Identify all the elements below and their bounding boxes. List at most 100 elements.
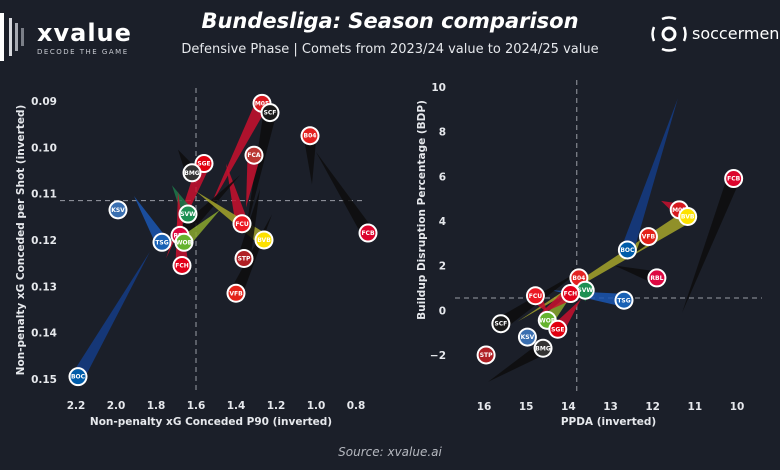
team-badge-label: WOB xyxy=(539,317,556,324)
team-badge-label: BOC xyxy=(71,374,86,381)
y-tick-label: 2 xyxy=(439,261,446,273)
team-badge-union: FCU xyxy=(525,286,545,306)
team-badge-hoffenheim: TSG xyxy=(614,290,634,310)
team-badge-label: FCB xyxy=(727,176,741,183)
team-badge-label: VFB xyxy=(229,290,243,297)
y-tick-label: 0 xyxy=(439,305,446,317)
team-badge-label: STP xyxy=(480,352,493,359)
team-badge-stpauli: STP xyxy=(234,249,254,269)
team-badge-gladbach: BMG xyxy=(182,163,202,183)
team-badge-label: TSG xyxy=(155,239,168,246)
comet-tail-augsburg xyxy=(246,154,261,208)
x-axis-label: PPDA (inverted) xyxy=(561,416,656,428)
y-axis-label: Non-penalty xG Conceded per Shot (invert… xyxy=(15,105,27,376)
right-chart-ppda: 16 15 14 13 12 11 10 10 8 6 4 2 0 −2 PPDA (inverted) Bu… xyxy=(416,80,762,428)
team-badge-label: BMG xyxy=(184,170,200,177)
chart-title: Bundesliga: Season comparison xyxy=(201,9,579,33)
comet-tail-union xyxy=(226,163,249,226)
x-tick-label: 12 xyxy=(645,401,660,413)
team-badge-label: B04 xyxy=(572,275,585,282)
team-badge-label: VFB xyxy=(642,234,656,241)
soccermen-brand-name: soccermen xyxy=(692,24,780,43)
team-badge-stpauli: STP xyxy=(476,345,496,365)
team-badge-label: FCH xyxy=(175,262,189,269)
x-tick-label: 14 xyxy=(561,401,576,413)
team-badge-label: KSV xyxy=(521,334,535,341)
comet-tail-bochum xyxy=(72,251,150,380)
y-tick-label: −2 xyxy=(430,350,446,362)
team-badge-dortmund: BVB xyxy=(678,207,698,227)
y-tick-label: 0.14 xyxy=(31,328,57,340)
team-badge-frankfurt: SGE xyxy=(548,319,568,339)
x-tick-label: 2.0 xyxy=(107,400,126,412)
team-badge-stuttgart: VFB xyxy=(226,283,246,303)
team-badge-label: SVW xyxy=(180,211,196,218)
team-badge-augsburg: FCA xyxy=(244,145,264,165)
team-badge-label: BVB xyxy=(257,237,271,244)
team-badge-label: BVB xyxy=(681,214,695,221)
team-badge-label: FCB xyxy=(361,230,375,237)
comet-tail-leipzig xyxy=(175,175,240,240)
team-badge-stuttgart: VFB xyxy=(638,227,658,247)
team-badge-heidenheim: FCH xyxy=(172,255,192,275)
y-tick-label: 4 xyxy=(439,216,446,228)
team-badge-wolfsburg: WOB xyxy=(174,232,194,252)
team-badge-label: FCA xyxy=(247,152,261,159)
team-badge-label: STP xyxy=(238,256,251,263)
team-badge-bremen: SVW xyxy=(575,280,595,300)
team-badge-union: FCU xyxy=(232,214,252,234)
team-badge-label: KSV xyxy=(111,207,125,214)
team-badge-bayern: FCB xyxy=(724,169,744,189)
team-badge-label: SGE xyxy=(197,161,210,168)
brand-tagline: DECODE THE GAME xyxy=(37,48,129,56)
team-badge-label: RBL xyxy=(650,275,663,282)
brand-name: xvalue xyxy=(37,19,132,47)
x-tick-label: 1.2 xyxy=(267,400,286,412)
y-tick-label: 6 xyxy=(439,171,446,183)
comet-tail-leverkusen xyxy=(303,135,317,185)
team-badge-label: SVW xyxy=(577,287,593,294)
x-tick-label: 1.0 xyxy=(307,400,326,412)
team-badge-label: M05 xyxy=(672,207,686,214)
y-tick-label: 0.10 xyxy=(31,142,57,154)
team-badge-label: WOB xyxy=(176,239,193,246)
team-badge-label: SGE xyxy=(551,326,564,333)
x-tick-label: 1.6 xyxy=(187,400,206,412)
x-axis-label: Non-penalty xG Conceded P90 (inverted) xyxy=(90,416,332,428)
comet-tail-bayern xyxy=(682,176,740,313)
team-badge-kiel: KSV xyxy=(517,327,537,347)
x-tick-label: 16 xyxy=(477,401,492,413)
team-badge-bayern: FCB xyxy=(358,223,378,243)
team-badge-dortmund: BVB xyxy=(254,230,274,250)
team-badge-label: TSG xyxy=(617,297,630,304)
y-tick-label: 10 xyxy=(431,82,446,94)
comet-tail-freiburg xyxy=(246,111,277,231)
xvalue-logo: xvalue DECODE THE GAME xyxy=(0,10,200,61)
team-badge-leverkusen: B04 xyxy=(300,126,320,146)
team-badge-leipzig: RBL xyxy=(647,268,667,288)
team-badge-hoffenheim: TSG xyxy=(152,232,172,252)
x-tick-label: 10 xyxy=(730,401,745,413)
sound-bars-icon xyxy=(0,13,24,61)
team-badge-label: FCU xyxy=(235,221,249,228)
comet-tail-bayern xyxy=(316,151,374,237)
left-chart-xg: 2.2 2.0 1.8 1.6 1.4 1.2 1.0 0.8 0.09 0.10 0.11 0.12… xyxy=(15,88,378,428)
team-badge-gladbach: BMG xyxy=(533,338,553,358)
x-tick-label: 11 xyxy=(688,401,703,413)
team-badges: M05SCFB04SGEFCABMGKSVSVWFCURBLTSGWOBBVBF… xyxy=(68,93,378,387)
chart-subtitle: Defensive Phase | Comets from 2023/24 va… xyxy=(181,42,599,57)
y-tick-label: 8 xyxy=(439,127,446,139)
x-tick-label: 1.8 xyxy=(147,400,166,412)
team-badge-freiburg: SCF xyxy=(260,103,280,123)
team-badge-label: SCF xyxy=(264,110,277,117)
x-tick-label: 0.8 xyxy=(347,400,366,412)
team-badge-freiburg: SCF xyxy=(491,314,511,334)
soccermen-logo: soccermen xyxy=(650,15,780,55)
y-tick-label: 0.09 xyxy=(31,96,57,108)
team-badge-label: FCH xyxy=(564,291,578,298)
y-axis-label: Buildup Disruption Percentage (BDP) xyxy=(416,100,428,320)
x-tick-label: 1.4 xyxy=(227,400,246,412)
team-badge-bremen: SVW xyxy=(178,204,198,224)
